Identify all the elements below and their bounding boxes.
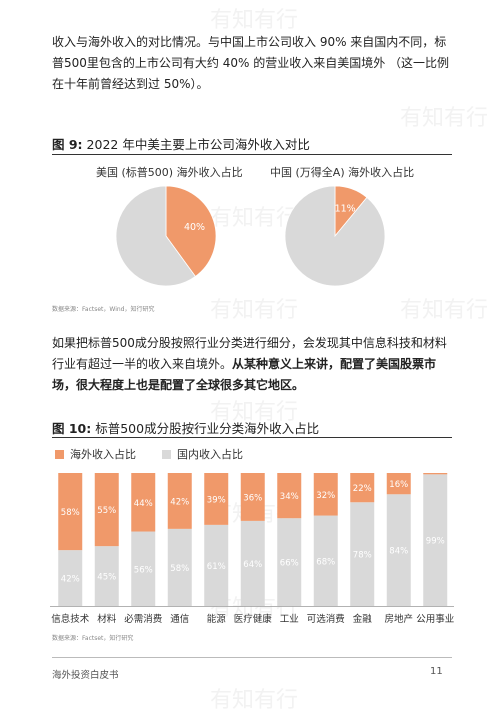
pie-us-slice-label: 40% — [184, 222, 205, 233]
mid-paragraph: 如果把标普500成分股按照行业分类进行细分，会发现其中信息科技和材料行业有超过一… — [52, 333, 452, 396]
bar-overseas — [313, 473, 338, 516]
bar-overseas — [350, 473, 375, 503]
category-label: 材料 — [97, 613, 117, 625]
bar-overseas-label: 36% — [243, 493, 262, 503]
mid-bold-text: 从某种意义上来讲，配置了美国股票市场，很大程度上也是配置了全球很多其它地区。 — [52, 357, 437, 392]
category-label: 能源 — [207, 613, 227, 625]
figure10-rule — [52, 437, 452, 438]
bar-domestic-label: 45% — [97, 573, 116, 583]
watermark: 有知有行 — [210, 298, 299, 323]
pie-us-chart: 40% — [115, 185, 217, 287]
bar-domestic-label: 66% — [280, 559, 299, 569]
bar-overseas — [131, 473, 156, 532]
page-number: 11 — [430, 666, 443, 677]
bar-domestic — [167, 528, 192, 606]
bar-domestic-label: 99% — [426, 537, 445, 547]
watermark: 有知有行 — [210, 400, 299, 425]
bar-domestic — [240, 520, 265, 606]
bar-overseas-label: 16% — [389, 480, 408, 490]
pie-cn-slice-domestic — [284, 185, 386, 287]
category-label: 信息技术 — [51, 613, 90, 625]
bar-domestic — [131, 531, 156, 606]
figure10-title-text: 标普500成分股按行业分类海外收入占比 — [95, 421, 320, 436]
category-label: 房地产 — [384, 613, 413, 625]
bar-overseas-label: 55% — [97, 506, 116, 516]
bar-domestic — [386, 494, 411, 606]
watermark: 有知有行 — [400, 106, 489, 131]
category-label: 公用事业 — [416, 613, 454, 625]
figure9-title: 图 9: 2022 年中美主要上市公司海外收入对比 — [52, 134, 310, 153]
bar-overseas-label: 39% — [207, 495, 226, 505]
bar-domestic-label: 61% — [207, 562, 226, 572]
intro-paragraph: 收入与海外收入的对比情况。与中国上市公司收入 90% 来自国内不同，标普500里… — [52, 35, 450, 91]
legend-domestic-swatch — [162, 449, 171, 459]
footer-rule — [52, 657, 452, 658]
bar-domestic — [277, 518, 302, 606]
legend-overseas-label: 海外收入占比 — [70, 448, 136, 461]
bar-overseas — [204, 473, 229, 525]
figure10-source: 数据来源：Factset，知行研究 — [52, 635, 134, 642]
pie-cn-title: 中国 (万得全A) 海外收入占比 — [270, 166, 415, 179]
bar-domestic — [350, 502, 375, 606]
category-label: 可选消费 — [307, 613, 345, 625]
bar-overseas-label: 34% — [280, 492, 299, 502]
bar-domestic — [204, 524, 229, 606]
category-label: 工业 — [280, 614, 299, 625]
legend-domestic-label: 国内收入占比 — [177, 448, 243, 461]
figure9-source: 数据来源：Factset，Wind，知行研究 — [52, 306, 155, 313]
watermark: 有知有行 — [210, 8, 299, 33]
bar-overseas — [277, 473, 302, 519]
chart-legend: 海外收入占比 国内收入占比 — [55, 446, 269, 462]
bar-domestic-label: 78% — [353, 551, 372, 561]
bar-domestic-label: 68% — [316, 557, 335, 567]
bar-domestic-label: 56% — [134, 565, 153, 575]
bar-overseas-label: 22% — [353, 484, 372, 494]
industry-bar-chart: 58% 42% 信息技术 55% 45% 材料 44% 56% 必需消费 42% 58% 通信 39% 6… — [50, 473, 454, 625]
category-label: 必需消费 — [124, 613, 162, 625]
bar-domestic-label: 42% — [61, 575, 80, 585]
category-label: 医疗健康 — [234, 613, 273, 625]
bar-overseas — [58, 473, 83, 551]
watermark: 有知有行 — [400, 298, 489, 323]
figure9-title-text: 2022 年中美主要上市公司海外收入对比 — [86, 137, 310, 152]
bar-domestic — [423, 474, 448, 606]
bar-overseas-label: 32% — [316, 491, 335, 501]
pie-us-title: 美国 (标普500) 海外收入占比 — [96, 166, 243, 179]
bar-overseas — [386, 473, 411, 495]
bar-overseas — [423, 473, 448, 475]
bar-domestic — [58, 550, 83, 606]
bar-domestic-label: 64% — [243, 560, 262, 570]
bar-overseas-label: 42% — [170, 497, 189, 507]
bar-domestic-label: 84% — [389, 547, 408, 557]
mid-text: 如果把标普500成分股按照行业分类进行细分，会发现其中信息科技和材料行业有超过一… — [52, 336, 447, 371]
pie-cn-slice-label: 11% — [335, 203, 356, 214]
figure10-title: 图 10: 标普500成分股按行业分类海外收入占比 — [52, 418, 319, 437]
bar-overseas — [94, 473, 119, 547]
pie-cn-chart: 11% — [284, 185, 386, 287]
bar-overseas — [240, 473, 265, 521]
bar-domestic-label: 58% — [170, 564, 189, 574]
bar-domestic — [313, 515, 338, 606]
legend-overseas: 海外收入占比 — [55, 446, 136, 462]
legend-domestic: 国内收入占比 — [162, 446, 243, 462]
category-label: 金融 — [353, 613, 373, 625]
watermark: 有知有行 — [210, 688, 299, 713]
pie-us-slice-domestic — [115, 185, 196, 287]
figure9-rule — [52, 154, 452, 155]
bar-domestic — [94, 546, 119, 606]
bar-overseas-label: 44% — [134, 499, 153, 509]
figure10-number: 图 10: — [52, 421, 92, 436]
legend-overseas-swatch — [55, 449, 64, 459]
watermark: 有知有行 — [210, 206, 299, 231]
category-label: 通信 — [170, 613, 189, 625]
figure9-number: 图 9: — [52, 137, 83, 152]
bar-overseas-label: 58% — [61, 508, 80, 518]
footer-title: 海外投资白皮书 — [52, 670, 119, 681]
pie-us-slice-overseas — [165, 185, 217, 278]
bar-overseas — [167, 473, 192, 529]
